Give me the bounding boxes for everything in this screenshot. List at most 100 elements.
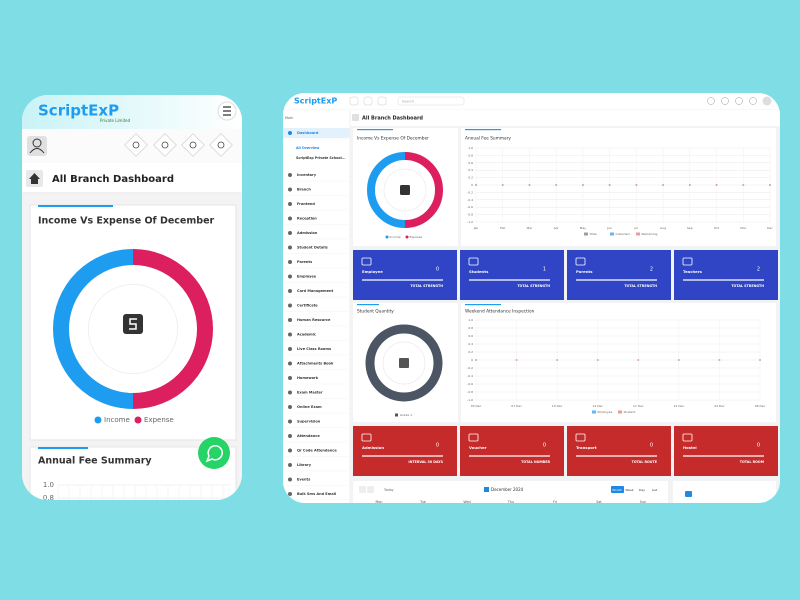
calendar-today[interactable]: Today [383,488,394,492]
toolbar-button[interactable] [208,132,234,158]
stat-card [674,426,778,476]
header-avatar[interactable] [762,96,772,106]
toolbar-button[interactable] [123,132,149,158]
sidebar-active [283,128,350,138]
header-icon[interactable] [721,97,729,105]
sidebar-item[interactable]: Employee [297,275,317,279]
card [353,481,668,503]
sidebar-icon [288,332,292,337]
sidebar-item[interactable]: Parents [297,260,312,264]
legend-label: Income [104,416,130,424]
sidebar-item[interactable]: Exam Master [297,391,323,395]
sidebar-item[interactable]: Academic [297,333,316,337]
breadcrumb-bar [22,165,242,192]
data-point [475,359,477,361]
legend-swatch [618,410,622,414]
sidebar-item[interactable]: Supervision [297,420,321,424]
calendar-prev[interactable] [359,486,366,493]
y-tick-label: -0.8 [467,213,473,217]
header-icon[interactable] [735,97,743,105]
donut-segment [132,249,213,409]
sidebar-item[interactable]: Dashboard [297,131,319,135]
sidebar-item[interactable]: Live Class Rooms [297,347,331,351]
sidebar-item[interactable]: Card Management [297,289,333,293]
data-point [582,184,584,186]
sidebar-item[interactable]: Student Details [297,246,328,250]
sidebar-item[interactable]: Human Resource [297,318,331,322]
sidebar-item[interactable]: Homework [297,376,319,380]
view-active [611,486,624,493]
toolbar-button[interactable] [152,132,178,158]
avatar-head [32,138,42,148]
header-button[interactable] [363,96,373,106]
card-title: Income Vs Expense Of December [38,216,215,227]
x-tick-label: Oct [714,226,720,230]
stat-label: Hostel [683,445,697,450]
header-button[interactable] [349,96,359,106]
sidebar-item[interactable]: Reception [297,217,317,221]
data-point [769,184,771,186]
calendar-view[interactable]: Month [612,488,622,492]
y-tick-label: -1.0 [467,398,473,402]
legend-swatch [385,235,389,239]
calendar-view[interactable]: Week [625,488,633,492]
sidebar-icon [288,347,292,351]
sidebar-subitem[interactable]: ScriptExp Private School... [296,156,346,160]
sidebar-item[interactable]: Frontend [297,202,315,206]
search-box[interactable] [397,96,465,106]
sidebar-item[interactable]: Bulk Sms And Email [297,492,336,496]
toolbar-button[interactable] [180,132,206,158]
stat-caption: TOTAL STRENGTH [410,284,443,288]
sidebar-item[interactable]: Online Exam [297,405,322,409]
stat-caption: TOTAL STRENGTH [731,284,764,288]
sidebar-item[interactable]: Attendance [297,434,320,438]
header-icon[interactable] [707,97,715,105]
calendar-weekday: Sat [596,500,602,504]
y-tick-label: -0.6 [467,205,473,209]
sidebar-item[interactable]: Inventory [297,173,317,177]
sidebar-icon [288,231,292,235]
header-icon[interactable] [749,97,757,105]
sidebar-item[interactable]: Branch [297,188,311,192]
stat-value: 0 [543,443,546,449]
sidebar-item[interactable]: Qr Code Attendance [297,449,337,453]
sidebar-icon [288,202,292,206]
sidebar-icon [288,318,292,322]
donut-inner-ring [383,168,427,212]
stat-icon [361,257,372,266]
sidebar-item[interactable]: Admission [297,231,318,235]
whatsapp-button[interactable] [198,437,230,469]
x-tick-label: Apr [554,226,560,230]
data-point [715,184,718,186]
x-tick-label: Jan [473,226,479,230]
donut-inner-ring [382,341,426,385]
search-placeholder[interactable]: Search [402,100,414,104]
header-button[interactable] [377,96,387,106]
donut-inner-ring [88,284,178,374]
stat-card [460,250,564,300]
toolbar-icon [132,141,140,149]
sidebar-item[interactable]: Attachments Book [297,362,334,366]
sidebar-item[interactable]: Library [297,463,312,467]
breadcrumb-title: All Branch Dashboard [362,116,423,122]
sidebar-item[interactable]: Events [297,478,310,482]
stat-label: Transport [576,445,597,450]
y-tick-label: 0.2 [468,176,473,180]
card-icon [685,491,692,497]
calendar-view[interactable]: List [652,488,658,492]
stat-caption: TOTAL ROUTE [632,460,658,464]
stat-card [674,250,778,300]
y-tick-label: -0.6 [467,382,473,386]
sidebar-icon [288,492,292,496]
sidebar-icon [288,303,292,308]
logo: ScriptExP [294,97,337,106]
y-tick-label: 0.8 [43,494,54,502]
toolbar-icon [217,141,225,149]
sidebar-item[interactable]: Certificate [297,304,318,308]
calendar-next[interactable] [367,486,374,493]
sidebar-subitem[interactable]: All Overview [296,146,319,150]
stat-icon [575,433,586,442]
stat-caption: TOTAL NUMBER [521,460,550,464]
calendar-view[interactable]: Day [639,488,645,492]
